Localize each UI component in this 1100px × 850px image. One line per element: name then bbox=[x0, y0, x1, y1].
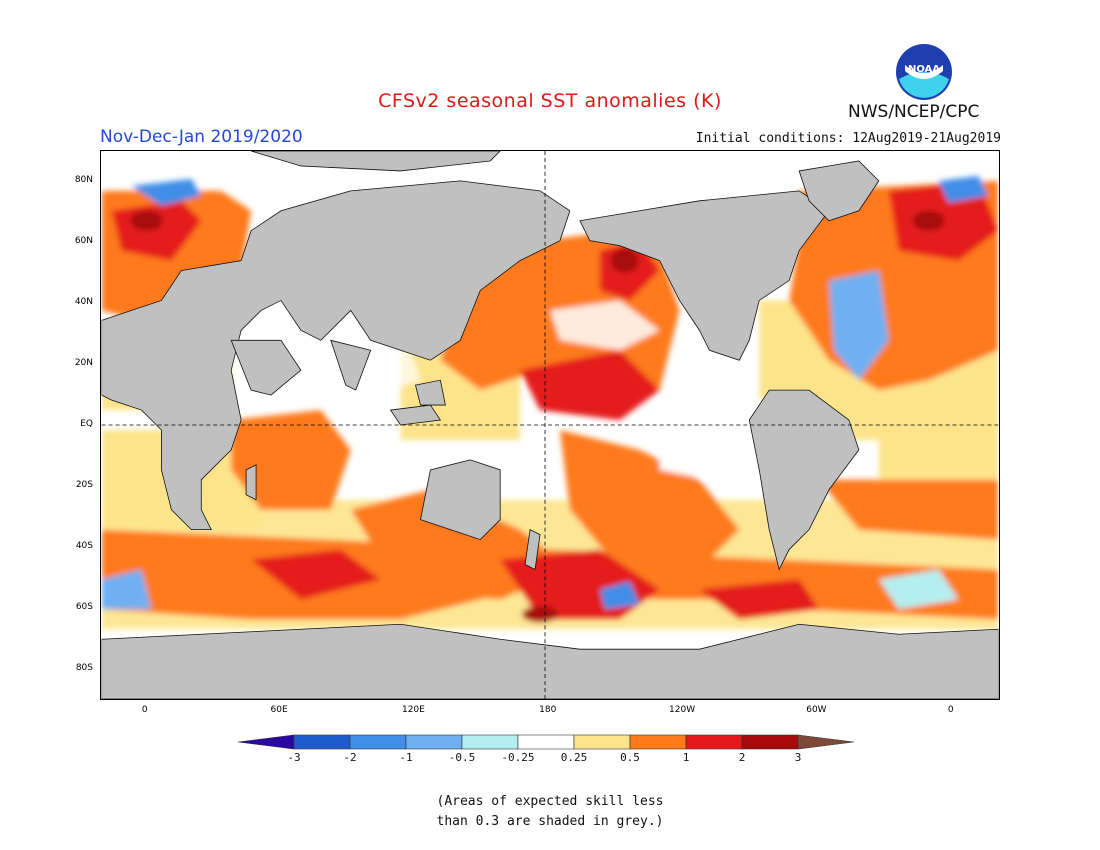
legend-swatch-1 bbox=[293, 734, 351, 750]
land-masses bbox=[101, 151, 999, 699]
map-title: CFSv2 seasonal SST anomalies (K) bbox=[378, 90, 722, 112]
noaa-logo: NOAA bbox=[896, 44, 952, 100]
landmass-north-america bbox=[579, 190, 830, 361]
lat-tick-label-4: EQ bbox=[80, 419, 93, 429]
lon-tick-label-6: 0 bbox=[947, 705, 954, 715]
legend-label-0: -3 bbox=[287, 751, 300, 764]
lat-tick-label-8: 80S bbox=[75, 663, 93, 674]
legend-label-3: -0.5 bbox=[449, 751, 476, 764]
landmass-australia bbox=[420, 459, 501, 541]
landmass-arctic bbox=[250, 151, 501, 172]
legend-label-2: -1 bbox=[399, 751, 412, 764]
lat-tick-label-0: 80N bbox=[74, 174, 93, 185]
agency-label: NWS/NCEP/CPC bbox=[848, 102, 980, 122]
landmass-madagascar bbox=[245, 464, 257, 501]
skill-note-line2: than 0.3 are shaded in grey.) bbox=[436, 814, 664, 829]
skill-note: (Areas of expected skill less than 0.3 a… bbox=[0, 792, 1100, 832]
landmass-greenland bbox=[798, 160, 880, 222]
lon-tick-label-4: 120W bbox=[669, 705, 696, 715]
legend-swatch-9 bbox=[741, 734, 799, 750]
lon-tick-label-5: 60W bbox=[806, 705, 827, 715]
legend-label-8: 2 bbox=[739, 751, 746, 764]
lat-tick-label-1: 60N bbox=[74, 235, 93, 246]
legend-swatch-8 bbox=[685, 734, 743, 750]
legend-label-6: 0.5 bbox=[620, 751, 640, 764]
legend-swatch-4 bbox=[461, 734, 519, 750]
landmass-eurasia-africa bbox=[101, 180, 571, 531]
legend-label-5: 0.25 bbox=[561, 751, 588, 764]
reference-lines bbox=[101, 151, 999, 699]
skill-note-line1: (Areas of expected skill less bbox=[436, 794, 664, 809]
lon-tick-label-3: 180 bbox=[539, 705, 557, 715]
lat-tick-label-5: 20S bbox=[75, 480, 93, 491]
color-legend: -3 -2 -1 -0.5 -0.25 0.25 0.5 1 2 3 bbox=[238, 734, 855, 764]
legend-swatch-6 bbox=[573, 734, 631, 750]
lat-tick-label-2: 40N bbox=[74, 296, 93, 307]
noaa-logo-text: NOAA bbox=[908, 64, 940, 75]
legend-swatch-3 bbox=[405, 734, 463, 750]
initial-conditions-label: Initial conditions: 12Aug2019-21Aug2019 bbox=[695, 131, 1001, 146]
legend-label-9: 3 bbox=[795, 751, 802, 764]
lat-tick-label-7: 60S bbox=[75, 602, 93, 613]
lon-tick-label-1: 60E bbox=[270, 705, 288, 715]
legend-label-4: -0.25 bbox=[501, 751, 534, 764]
legend-swatch-5 bbox=[517, 734, 575, 750]
lat-tick-label-6: 40S bbox=[75, 541, 93, 552]
landmass-arabia bbox=[230, 339, 302, 396]
landmass-indonesia bbox=[389, 404, 442, 426]
sst-anomaly-map bbox=[100, 150, 1000, 700]
season-label: Nov-Dec-Jan 2019/2020 bbox=[100, 127, 303, 147]
legend-swatch-7 bbox=[629, 734, 687, 750]
legend-swatch-10 bbox=[797, 734, 855, 750]
landmass-antarctica bbox=[101, 623, 999, 699]
lon-tick-label-2: 120E bbox=[401, 705, 425, 715]
legend-swatch-0 bbox=[238, 734, 295, 750]
legend-label-7: 1 bbox=[683, 751, 690, 764]
landmass-india bbox=[330, 339, 372, 391]
legend-swatch-2 bbox=[349, 734, 407, 750]
landmass-borneo bbox=[415, 379, 446, 406]
lon-tick-label-0: 0 bbox=[141, 705, 148, 715]
lat-tick-label-3: 20N bbox=[74, 357, 93, 368]
legend-label-1: -2 bbox=[343, 751, 356, 764]
landmass-new-zealand bbox=[524, 529, 541, 571]
landmass-south-america bbox=[748, 389, 860, 571]
